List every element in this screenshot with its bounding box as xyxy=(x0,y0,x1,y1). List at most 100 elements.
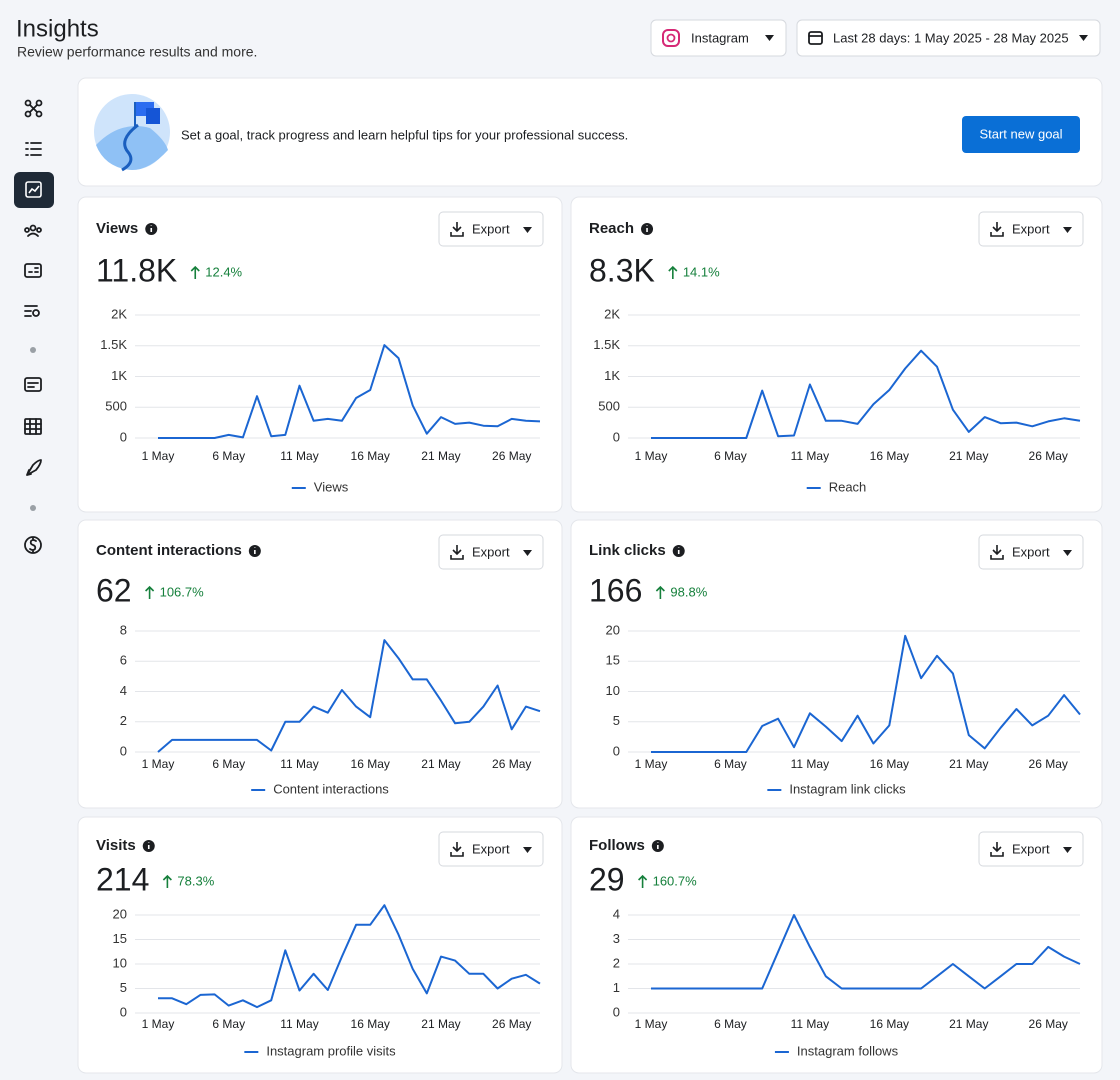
nav-search[interactable] xyxy=(24,305,40,317)
chart-card xyxy=(77,519,563,809)
nav-contact[interactable] xyxy=(24,263,42,278)
legend-label: Views xyxy=(314,479,349,494)
export-icon xyxy=(990,545,1004,560)
start-goal-button[interactable] xyxy=(962,116,1080,153)
legend-label: Instagram link clicks xyxy=(789,781,906,796)
chart-change: 78.3% xyxy=(177,873,214,888)
chart-total: 29 xyxy=(589,861,625,897)
y-tick-label: 0 xyxy=(120,743,127,758)
y-tick-label: 20 xyxy=(113,906,127,921)
chart-title: Follows xyxy=(589,837,645,854)
x-tick-label: 16 May xyxy=(351,757,390,771)
nav-table[interactable] xyxy=(24,418,42,435)
nav-audience[interactable] xyxy=(24,224,42,237)
export-caret xyxy=(523,847,532,853)
y-tick-label: 500 xyxy=(598,399,620,414)
y-tick-label: 1.5K xyxy=(100,337,127,352)
data-line xyxy=(158,904,541,1009)
y-tick-label: 15 xyxy=(606,653,620,668)
nav-boost[interactable] xyxy=(26,459,42,476)
change-arrow xyxy=(145,585,155,599)
y-tick-label: 4 xyxy=(613,906,620,921)
export-button[interactable] xyxy=(438,211,544,247)
export-label: Export xyxy=(472,841,510,856)
x-tick-label: 16 May xyxy=(870,1017,909,1031)
nav-monetization[interactable] xyxy=(24,536,42,554)
export-caret xyxy=(523,227,532,233)
x-tick-label: 1 May xyxy=(635,1017,668,1031)
x-tick-label: 26 May xyxy=(492,757,531,771)
y-tick-label: 4 xyxy=(120,683,127,698)
nav-overview[interactable] xyxy=(24,99,43,118)
nav-posts[interactable] xyxy=(24,377,42,392)
change-arrow xyxy=(190,265,200,279)
legend-label: Instagram follows xyxy=(797,1043,899,1058)
x-tick-label: 11 May xyxy=(280,1017,318,1031)
x-tick-label: 1 May xyxy=(142,757,175,771)
data-line xyxy=(651,914,1081,990)
nav-separator xyxy=(30,347,36,353)
change-arrow xyxy=(638,874,648,888)
export-label: Export xyxy=(472,544,510,559)
platform-label: Instagram xyxy=(691,30,749,45)
start-goal-label: Start new goal xyxy=(979,126,1062,141)
chart-title: Link clicks xyxy=(589,542,666,559)
y-tick-label: 1.5K xyxy=(593,337,620,352)
export-icon xyxy=(990,222,1004,237)
x-tick-label: 16 May xyxy=(351,1017,390,1031)
y-tick-label: 500 xyxy=(105,399,127,414)
platform-dropdown[interactable]: Instagram xyxy=(650,19,787,57)
export-button[interactable] xyxy=(978,831,1084,867)
y-tick-label: 10 xyxy=(113,955,127,970)
y-tick-label: 20 xyxy=(606,622,620,637)
x-tick-label: 26 May xyxy=(1029,449,1068,463)
export-label: Export xyxy=(1012,221,1050,236)
export-caret xyxy=(1063,227,1072,233)
x-tick-label: 26 May xyxy=(492,449,531,463)
x-tick-label: 6 May xyxy=(212,1017,245,1031)
x-tick-label: 6 May xyxy=(212,757,245,771)
chart-card xyxy=(77,196,563,513)
export-button[interactable] xyxy=(978,211,1084,247)
chart-title: Reach xyxy=(589,220,634,237)
y-tick-label: 1K xyxy=(111,368,127,383)
export-caret xyxy=(1063,847,1072,853)
y-tick-label: 2K xyxy=(604,306,620,321)
nav-list[interactable] xyxy=(25,142,42,156)
chart-change: 14.1% xyxy=(683,264,720,279)
export-label: Export xyxy=(472,221,510,236)
x-tick-label: 21 May xyxy=(421,1017,460,1031)
y-tick-label: 2 xyxy=(613,955,620,970)
change-arrow xyxy=(655,585,665,599)
change-arrow xyxy=(162,874,172,888)
x-tick-label: 16 May xyxy=(870,449,909,463)
chart-total: 11.8K xyxy=(96,252,177,288)
export-icon xyxy=(450,842,464,857)
export-label: Export xyxy=(1012,544,1050,559)
chart-total: 214 xyxy=(96,861,149,897)
legend-label: Content interactions xyxy=(273,781,389,796)
data-line xyxy=(158,344,541,439)
x-tick-label: 11 May xyxy=(280,757,318,771)
y-tick-label: 0 xyxy=(613,743,620,758)
page-subtitle: Review performance results and more. xyxy=(17,44,257,60)
legend-label: Instagram profile visits xyxy=(266,1043,396,1058)
x-tick-label: 26 May xyxy=(492,1017,531,1031)
date-dropdown[interactable]: Last 28 days: 1 May 2025 - 28 May 2025 xyxy=(796,19,1101,57)
y-tick-label: 3 xyxy=(613,931,620,946)
export-label: Export xyxy=(1012,841,1050,856)
chart-card xyxy=(570,196,1103,513)
y-tick-label: 5 xyxy=(613,713,620,728)
data-line xyxy=(651,634,1081,753)
chart-change: 98.8% xyxy=(670,584,707,599)
export-button[interactable] xyxy=(438,534,544,570)
export-button[interactable] xyxy=(978,534,1084,570)
x-tick-label: 26 May xyxy=(1029,757,1068,771)
x-tick-label: 26 May xyxy=(1029,1017,1068,1031)
export-caret xyxy=(1063,550,1072,556)
change-arrow xyxy=(668,265,678,279)
x-tick-label: 1 May xyxy=(142,1017,175,1031)
export-button[interactable] xyxy=(438,831,544,867)
y-tick-label: 2K xyxy=(111,306,127,321)
y-tick-label: 0 xyxy=(120,429,127,444)
